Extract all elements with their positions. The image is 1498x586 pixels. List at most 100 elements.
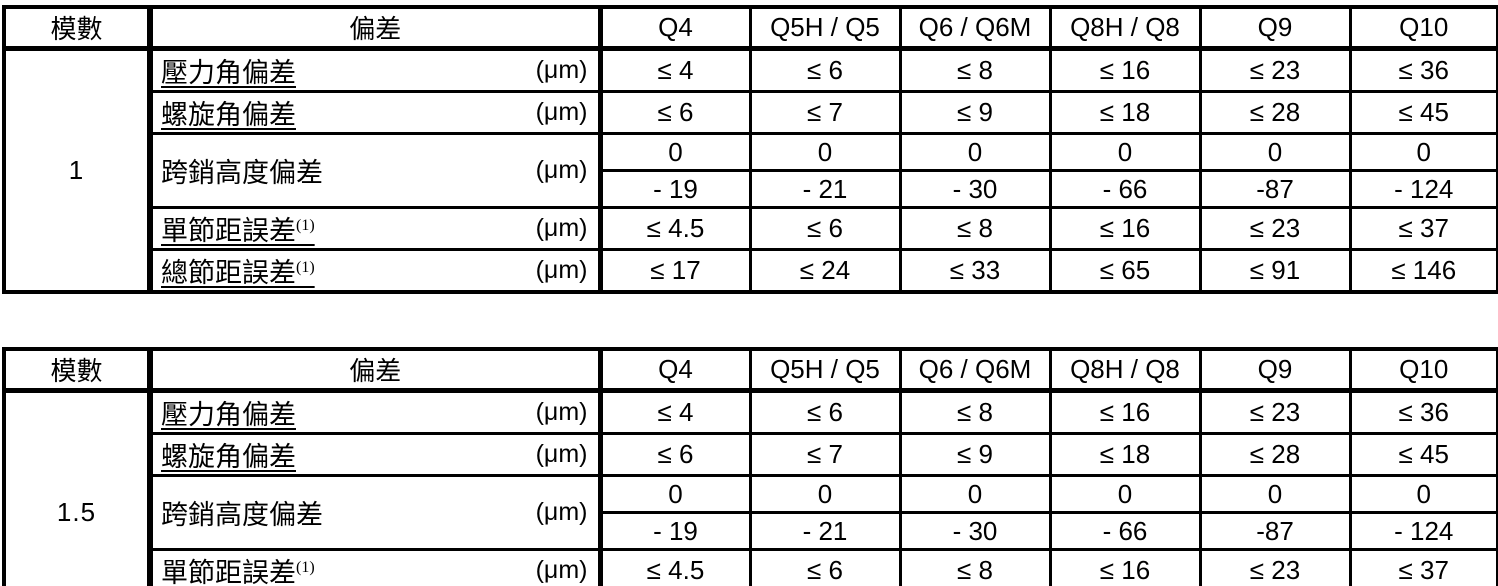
unit-label: (μm) (535, 440, 588, 468)
table-row: - 19 - 21 - 30 - 66 -87 - 124 (4, 169, 1498, 209)
table-row: 螺旋角偏差 (μm) ≤ 6 ≤ 7 ≤ 9 ≤ 18 ≤ 28 ≤ 45 (4, 90, 1498, 135)
value-cell: 0 (1048, 132, 1202, 172)
value-cell: ≤ 8 (898, 206, 1052, 251)
value-cell: ≤ 6 (748, 206, 902, 251)
row-label-helix-angle: 螺旋角偏差 (μm) (148, 432, 603, 477)
row-label-helix-angle: 螺旋角偏差 (μm) (148, 90, 603, 135)
value-cell: - 21 (748, 169, 902, 209)
value-cell: -87 (1198, 511, 1352, 551)
module-value: 1 (2, 47, 153, 294)
table-header-row: 模數 偏差 Q4 Q5H / Q5 Q6 / Q6M Q8H / Q8 Q9 Q… (2, 347, 1498, 393)
value-cell: ≤ 65 (1048, 248, 1202, 294)
column-header-grade: Q4 (598, 5, 752, 51)
row-label-single-pitch: 單節距誤差(1) (μm) (148, 548, 603, 586)
unit-label: (μm) (535, 498, 588, 526)
value-cell: ≤ 9 (898, 432, 1052, 477)
value-cell: ≤ 8 (898, 548, 1052, 586)
column-header-deviation: 偏差 (148, 347, 603, 393)
value-cell: ≤ 16 (1048, 206, 1202, 251)
value-cell: ≤ 45 (1348, 90, 1498, 135)
value-cell: - 30 (898, 169, 1052, 209)
value-cell: ≤ 33 (898, 248, 1052, 294)
table-row: 單節距誤差(1) (μm) ≤ 4.5 ≤ 6 ≤ 8 ≤ 16 ≤ 23 ≤ … (4, 206, 1498, 251)
table-row: 螺旋角偏差 (μm) ≤ 6 ≤ 7 ≤ 9 ≤ 18 ≤ 28 ≤ 45 (4, 432, 1498, 477)
row-label-text: 螺旋角偏差 (161, 442, 296, 472)
value-cell: 0 (1198, 132, 1352, 172)
column-header-grade: Q5H / Q5 (748, 347, 902, 393)
column-header-module: 模數 (2, 5, 153, 51)
value-cell: - 66 (1048, 169, 1202, 209)
unit-label: (μm) (535, 256, 588, 284)
value-cell: ≤ 91 (1198, 248, 1352, 294)
value-cell: ≤ 23 (1198, 389, 1352, 435)
unit-label: (μm) (535, 56, 588, 84)
value-cell: - 124 (1348, 511, 1498, 551)
value-cell: ≤ 36 (1348, 47, 1498, 93)
column-header-grade: Q9 (1198, 5, 1352, 51)
row-label-text: 壓力角偏差 (161, 400, 296, 430)
column-header-grade: Q10 (1348, 347, 1498, 393)
value-cell: 0 (748, 132, 902, 172)
value-cell: ≤ 18 (1048, 90, 1202, 135)
value-cell: ≤ 7 (748, 432, 902, 477)
row-label-text: 螺旋角偏差 (161, 100, 296, 130)
value-cell: ≤ 24 (748, 248, 902, 294)
value-cell: 0 (1198, 474, 1352, 514)
value-cell: ≤ 37 (1348, 206, 1498, 251)
value-cell: ≤ 6 (748, 389, 902, 435)
value-cell: 0 (598, 474, 752, 514)
value-cell: - 124 (1348, 169, 1498, 209)
value-cell: ≤ 6 (748, 548, 902, 586)
value-cell: ≤ 146 (1348, 248, 1498, 294)
superscript-note: (1) (296, 559, 315, 576)
value-cell: -87 (1198, 169, 1352, 209)
table-row: 1.5 壓力角偏差 (μm) ≤ 4 ≤ 6 ≤ 8 ≤ 16 ≤ 23 ≤ 3… (2, 389, 1498, 586)
row-label-total-pitch: 總節距誤差(1) (μm) (148, 248, 603, 294)
value-cell: ≤ 45 (1348, 432, 1498, 477)
unit-label: (μm) (535, 156, 588, 184)
tolerance-table-module-1: 模數 偏差 Q4 Q5H / Q5 Q6 / Q6M Q8H / Q8 Q9 Q… (2, 5, 1498, 294)
value-cell: ≤ 6 (598, 432, 752, 477)
value-cell: ≤ 6 (598, 90, 752, 135)
value-cell: 0 (1348, 132, 1498, 172)
row-label-pressure-angle: 壓力角偏差 (μm) (148, 47, 603, 93)
row-label-pin-height: 跨銷高度偏差 (μm) (148, 474, 603, 551)
unit-label: (μm) (535, 556, 588, 584)
table-header-row: 模數 偏差 Q4 Q5H / Q5 Q6 / Q6M Q8H / Q8 Q9 Q… (2, 5, 1498, 51)
value-cell: ≤ 28 (1198, 432, 1352, 477)
row-label-text: 單節距誤差(1) (161, 216, 315, 246)
value-cell: 0 (1048, 474, 1202, 514)
table-row: 1 壓力角偏差 (μm) ≤ 4 ≤ 6 ≤ 8 ≤ 16 ≤ 23 ≤ 36 (2, 47, 1498, 294)
value-cell: ≤ 9 (898, 90, 1052, 135)
value-cell: ≤ 23 (1198, 47, 1352, 93)
value-cell: ≤ 4.5 (598, 206, 752, 251)
tolerance-table-module-1-5: 模數 偏差 Q4 Q5H / Q5 Q6 / Q6M Q8H / Q8 Q9 Q… (2, 347, 1498, 586)
unit-label: (μm) (535, 398, 588, 426)
value-cell: 0 (598, 132, 752, 172)
superscript-note: (1) (296, 217, 315, 234)
row-label-text: 跨銷高度偏差 (161, 158, 323, 188)
column-header-grade: Q6 / Q6M (898, 347, 1052, 393)
row-label-text: 跨銷高度偏差 (161, 500, 323, 530)
column-header-grade: Q8H / Q8 (1048, 347, 1202, 393)
table-row: - 19 - 21 - 30 - 66 -87 - 124 (4, 511, 1498, 551)
table-row: 跨銷高度偏差 (μm) 0 0 0 0 0 0 (4, 474, 1498, 551)
value-cell: ≤ 16 (1048, 47, 1202, 93)
row-label-pin-height: 跨銷高度偏差 (μm) (148, 132, 603, 209)
column-header-grade: Q9 (1198, 347, 1352, 393)
value-cell: ≤ 16 (1048, 548, 1202, 586)
row-label-pressure-angle: 壓力角偏差 (μm) (148, 389, 603, 435)
value-cell: ≤ 8 (898, 47, 1052, 93)
unit-label: (μm) (535, 214, 588, 242)
value-cell: - 30 (898, 511, 1052, 551)
value-cell: ≤ 37 (1348, 548, 1498, 586)
value-cell: - 19 (598, 511, 752, 551)
row-label-text: 壓力角偏差 (161, 58, 296, 88)
value-cell: 0 (898, 474, 1052, 514)
column-header-module: 模數 (2, 347, 153, 393)
value-cell: ≤ 4 (598, 47, 752, 93)
value-cell: ≤ 23 (1198, 548, 1352, 586)
row-label-text: 總節距誤差(1) (161, 258, 315, 288)
value-cell: ≤ 8 (898, 389, 1052, 435)
